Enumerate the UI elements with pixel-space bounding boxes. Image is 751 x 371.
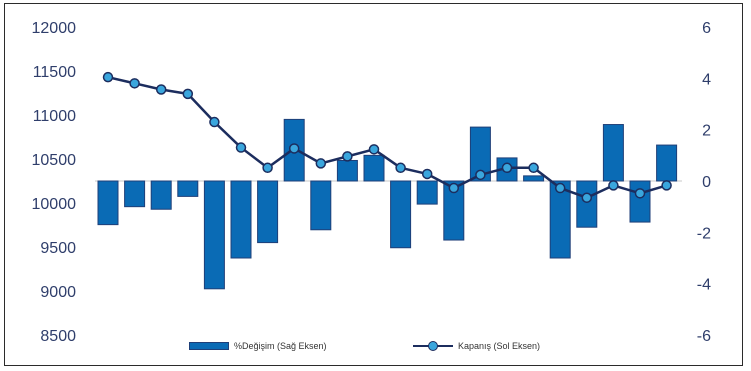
- line-point: [155, 84, 167, 95]
- bar: [150, 180, 172, 210]
- line-point: [554, 182, 566, 194]
- left-tick-label: 12000: [32, 20, 77, 37]
- left-tick-label: 10000: [32, 196, 77, 213]
- line-point: [368, 144, 380, 155]
- bar: [390, 180, 412, 249]
- line-point: [448, 182, 460, 194]
- bar: [443, 180, 465, 241]
- right-tick-label: -6: [697, 328, 711, 345]
- series-line: [107, 75, 667, 199]
- right-axis: 6 4 2 0 -2 -4 -6: [697, 20, 711, 345]
- bar: [363, 154, 385, 182]
- bar: [523, 175, 545, 182]
- line-point: [342, 151, 353, 162]
- bar: [469, 126, 491, 182]
- bar: [576, 180, 598, 228]
- line-point: [528, 162, 539, 174]
- right-tick-label: 2: [702, 123, 711, 140]
- legend: %Değişim (Sağ Eksen) Kapanış (Sol Eksen): [0, 341, 751, 357]
- right-tick-label: 6: [702, 20, 711, 37]
- bar: [124, 180, 146, 208]
- legend-line-label: Kapanış (Sol Eksen): [458, 341, 541, 351]
- line-point: [209, 116, 220, 128]
- legend-item-line: Kapanış (Sol Eksen): [413, 341, 540, 351]
- bar: [230, 180, 252, 259]
- bar: [177, 180, 199, 197]
- left-axis: 12000 11500 11000 10500 10000 9500 9000 8500: [32, 20, 77, 345]
- line-point: [608, 180, 619, 191]
- line-point: [182, 88, 194, 100]
- line-point: [501, 162, 513, 174]
- line-point: [581, 192, 593, 203]
- left-tick-label: 9500: [40, 240, 76, 257]
- left-tick-label: 8500: [40, 328, 76, 345]
- left-tick-label: 10500: [32, 152, 77, 169]
- left-tick-label: 11500: [33, 64, 76, 81]
- bar: [416, 180, 438, 205]
- line-point: [288, 143, 300, 154]
- legend-item-bar: %Değişim (Sağ Eksen): [189, 341, 327, 351]
- right-tick-label: -2: [697, 225, 711, 242]
- line-point: [235, 142, 247, 153]
- line-series: [102, 71, 672, 203]
- line-point: [475, 169, 486, 181]
- bar: [602, 124, 624, 182]
- bar: [97, 180, 119, 226]
- legend-bar-label: %Değişim (Sağ Eksen): [234, 341, 327, 351]
- legend-line-swatch: [413, 341, 453, 351]
- left-tick-label: 11000: [33, 108, 76, 125]
- line-point: [395, 162, 406, 174]
- line-point: [129, 78, 140, 89]
- bar: [656, 144, 678, 182]
- bar: [203, 180, 225, 290]
- line-point: [102, 71, 114, 83]
- left-tick-label: 9000: [40, 284, 76, 301]
- line-point: [262, 162, 273, 174]
- bar: [336, 159, 358, 182]
- bar: [257, 180, 279, 244]
- bar: [629, 180, 651, 223]
- right-tick-label: 0: [702, 174, 711, 191]
- bar: [310, 180, 332, 231]
- line-point: [661, 180, 672, 191]
- right-tick-label: -4: [697, 277, 711, 294]
- legend-bar-swatch: [189, 342, 229, 350]
- line-point: [634, 188, 646, 199]
- right-tick-label: 4: [702, 71, 711, 88]
- line-point: [315, 158, 327, 169]
- bar-series: [97, 118, 678, 290]
- line-point: [421, 168, 433, 180]
- bar: [549, 180, 571, 259]
